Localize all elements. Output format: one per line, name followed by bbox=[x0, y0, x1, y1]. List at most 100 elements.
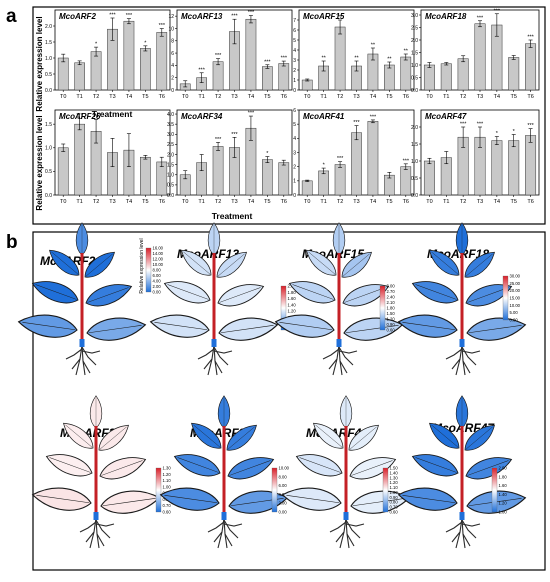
y-tick-label: 2.5 bbox=[167, 142, 174, 148]
x-tick-label: T3 bbox=[477, 94, 483, 100]
x-tick-label: T0 bbox=[60, 94, 66, 100]
root-strand bbox=[345, 523, 365, 527]
legend-tick-label: 6.00 bbox=[153, 273, 162, 278]
stem-base bbox=[343, 512, 349, 520]
root-strand bbox=[203, 344, 215, 370]
leaves bbox=[31, 395, 161, 514]
bar-T1 bbox=[74, 62, 85, 91]
legend-tick-label: 1.30 bbox=[390, 475, 399, 480]
significance-mark: ** bbox=[338, 15, 343, 21]
legend-tick-label: 1.00 bbox=[499, 510, 508, 515]
leaf bbox=[466, 317, 527, 341]
root-strand bbox=[339, 360, 348, 374]
root-strand bbox=[207, 358, 213, 376]
x-tick-label: T6 bbox=[403, 94, 409, 100]
leaf bbox=[281, 487, 342, 511]
leaf-vein bbox=[468, 325, 522, 334]
y-tick-label: 0.5 bbox=[45, 169, 52, 175]
leaf-vein bbox=[49, 457, 91, 473]
x-tick-label: T2 bbox=[460, 94, 466, 100]
stem-base bbox=[221, 512, 227, 520]
root-strand bbox=[461, 350, 481, 354]
x-tick-label: T5 bbox=[386, 199, 392, 205]
significance-mark: *** bbox=[109, 13, 116, 19]
x-tick-label: T3 bbox=[231, 199, 237, 205]
x-tick-label: T5 bbox=[511, 94, 517, 100]
plant-McoARF15: McoARF153.002.702.402.101.801.501.200.90… bbox=[274, 222, 404, 376]
root-strand bbox=[79, 521, 97, 533]
legend-tick-label: 0.70 bbox=[163, 503, 172, 508]
leaf-vein bbox=[102, 498, 156, 507]
leaf-vein bbox=[349, 426, 377, 450]
significance-mark: *** bbox=[159, 23, 166, 29]
leaf bbox=[86, 317, 147, 341]
x-tick-label: T0 bbox=[60, 199, 66, 205]
y-tick-label: 6 bbox=[171, 51, 174, 57]
leaf-vein bbox=[345, 325, 399, 334]
bar-T5 bbox=[262, 66, 273, 91]
leaf bbox=[288, 281, 336, 304]
leaf-vein bbox=[279, 322, 333, 331]
root-strand bbox=[455, 358, 461, 376]
panel-a-frame bbox=[32, 6, 546, 225]
stem-base bbox=[459, 512, 465, 520]
significance-mark: ** bbox=[354, 56, 359, 62]
legend-bar bbox=[491, 467, 498, 513]
significance-mark: *** bbox=[527, 123, 534, 129]
legend-tick-label: 0.80 bbox=[390, 500, 399, 505]
leaves bbox=[17, 222, 147, 341]
legend-tick-label: 8.00 bbox=[279, 474, 288, 479]
root-strand bbox=[445, 521, 463, 533]
leaf-vein bbox=[344, 287, 386, 303]
legend-bar bbox=[155, 467, 162, 513]
legend-tick-label: 0.00 bbox=[153, 290, 162, 295]
y-tick-label: 1 bbox=[293, 179, 296, 185]
bar-T5 bbox=[262, 159, 273, 196]
leaf bbox=[217, 284, 265, 307]
significance-mark: *** bbox=[76, 113, 83, 119]
x-tick-label: T2 bbox=[337, 199, 343, 205]
significance-mark: *** bbox=[231, 132, 238, 138]
color-legend: 2.00 1.80 1.60 1.40 1.20 1.00 bbox=[491, 466, 508, 515]
y-tick-label: 1.5 bbox=[411, 142, 418, 148]
x-tick-label: T2 bbox=[337, 94, 343, 100]
legend-tick-label: 6.00 bbox=[279, 483, 288, 488]
legend-tick-label: 2.10 bbox=[387, 300, 396, 305]
color-legend: 10.008.006.004.002.000.00 bbox=[271, 466, 290, 515]
legend-tick-label: 3.00 bbox=[387, 284, 396, 289]
leaf-vein bbox=[154, 322, 208, 331]
root-strand bbox=[213, 517, 225, 543]
legend-tick-label: 1.40 bbox=[288, 302, 297, 307]
root-strand bbox=[461, 346, 477, 366]
y-tick-label: 6 bbox=[293, 108, 296, 114]
y-tick-label: 2.0 bbox=[167, 152, 174, 158]
bar-T4 bbox=[245, 18, 257, 91]
root-strand bbox=[85, 517, 97, 543]
legend-tick-label: 2.40 bbox=[387, 295, 396, 300]
legend-tick-label: 1.50 bbox=[390, 466, 399, 471]
root bbox=[207, 517, 243, 549]
chart-title: McoARF34 bbox=[181, 112, 223, 121]
significance-mark: *** bbox=[198, 67, 205, 73]
y-tick-label: 1.0 bbox=[167, 173, 174, 179]
x-tick-label: T1 bbox=[443, 94, 449, 100]
bar-T4 bbox=[123, 20, 135, 91]
leaf-vein bbox=[402, 495, 456, 504]
root bbox=[322, 344, 358, 376]
leaf bbox=[349, 457, 397, 480]
root-strand bbox=[214, 360, 223, 374]
legend-tick-label: 0.70 bbox=[390, 505, 399, 510]
legend-tick-label: 2.00 bbox=[499, 466, 508, 471]
root-strand bbox=[322, 348, 340, 360]
significance-mark: *** bbox=[126, 13, 133, 19]
leaf-vein bbox=[465, 426, 493, 450]
significance-mark: *** bbox=[460, 122, 467, 128]
panel-b-frame bbox=[32, 231, 546, 571]
leaf-vein bbox=[299, 457, 341, 473]
leaf-vein bbox=[431, 251, 459, 275]
y-tick-label: 0 bbox=[171, 88, 174, 94]
significance-mark: *** bbox=[370, 114, 377, 120]
leaf-vein bbox=[177, 457, 219, 473]
